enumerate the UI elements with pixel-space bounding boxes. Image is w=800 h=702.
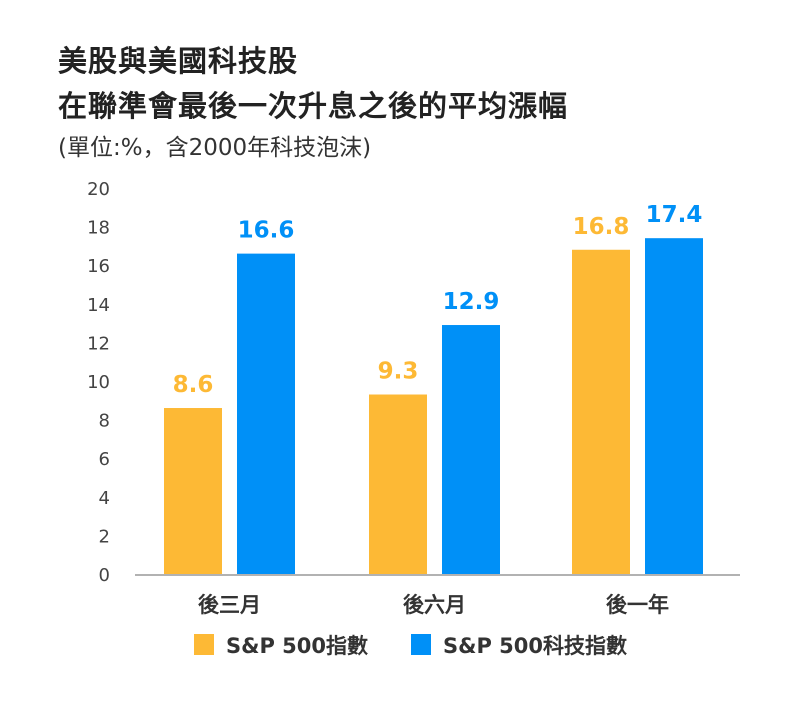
legend-label: S&P 500指數 [226, 634, 368, 658]
bar-sp500-2 [572, 249, 630, 574]
data-label: 8.6 [173, 372, 214, 398]
legend-swatch [411, 634, 431, 655]
x-tick-label: 後六月 [403, 593, 466, 617]
y-tick-label: 14 [87, 295, 110, 316]
bar-sp500-tech-2 [645, 238, 703, 574]
bar-sp500-0 [164, 408, 222, 574]
y-tick-label: 10 [87, 372, 110, 393]
y-tick-label: 12 [87, 333, 110, 354]
data-label: 12.9 [443, 289, 500, 315]
y-tick-label: 18 [87, 218, 110, 239]
x-tick-label: 後一年 [606, 593, 669, 617]
bar-sp500-tech-1 [442, 325, 500, 574]
x-tick-label: 後三月 [198, 593, 261, 617]
legend-swatch [194, 634, 214, 655]
bar-sp500-1 [369, 394, 427, 574]
y-tick-label: 2 [99, 526, 110, 547]
y-tick-label: 16 [87, 256, 110, 277]
bar-sp500-tech-0 [237, 253, 295, 574]
y-tick-label: 4 [99, 488, 110, 509]
data-label: 17.4 [646, 202, 703, 228]
chart-title-line1: 美股與美國科技股 [58, 44, 299, 78]
data-label: 16.8 [573, 214, 630, 240]
y-tick-label: 6 [99, 449, 110, 470]
legend-label: S&P 500科技指數 [443, 634, 627, 658]
y-tick-label: 20 [87, 179, 110, 200]
chart-title-line2: 在聯準會最後一次升息之後的平均漲幅 [58, 89, 569, 123]
y-tick-label: 0 [99, 565, 110, 586]
y-tick-label: 8 [99, 411, 110, 432]
data-label: 16.6 [238, 218, 295, 244]
data-label: 9.3 [378, 359, 419, 385]
chart-subtitle: (單位:%，含2000年科技泡沫) [58, 135, 372, 161]
